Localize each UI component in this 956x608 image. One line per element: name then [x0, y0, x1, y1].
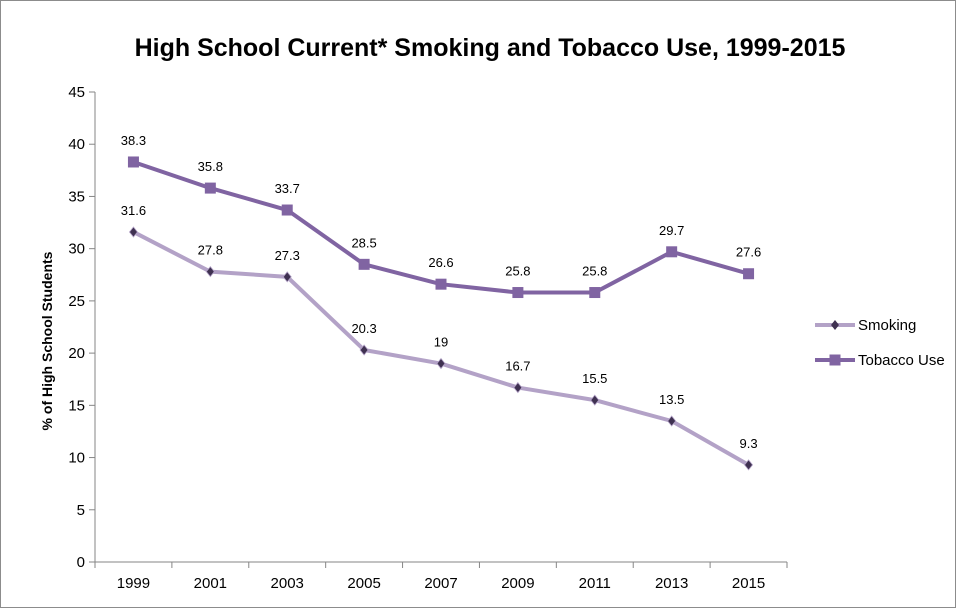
data-point — [512, 287, 524, 299]
data-point — [513, 381, 523, 394]
x-tick-label: 2011 — [579, 575, 611, 592]
data-point — [359, 344, 369, 356]
y-tick-label: 40 — [68, 136, 85, 153]
x-tick-label: 2005 — [347, 575, 380, 592]
data-point — [128, 226, 138, 238]
data-label: 27.6 — [736, 245, 761, 260]
data-label: 9.3 — [740, 436, 758, 451]
legend-item-tobacco-use: Tobacco Use — [815, 352, 945, 369]
data-point — [590, 394, 600, 406]
legend-marker — [831, 320, 839, 330]
data-label: 20.3 — [351, 321, 376, 336]
data-point — [667, 415, 677, 427]
y-tick-label: 5 — [77, 502, 85, 519]
data-label: 26.6 — [428, 255, 453, 270]
legend-label: Smoking — [858, 317, 916, 334]
data-label: 38.3 — [121, 133, 146, 148]
data-point — [744, 459, 754, 471]
data-label: 29.7 — [659, 223, 684, 238]
y-tick-label: 15 — [68, 397, 85, 414]
y-axis-label: % of High School Students — [39, 251, 55, 430]
y-tick-label: 30 — [68, 241, 85, 258]
x-tick-label: 1999 — [117, 575, 150, 592]
data-point — [589, 287, 601, 299]
data-label: 31.6 — [121, 203, 146, 218]
y-tick-label: 10 — [68, 450, 85, 467]
axes: 0 5 10 15 20 25 30 35 40 45 1999 2001 2003 2005 2007 20… — [68, 84, 788, 592]
data-label: 25.8 — [505, 264, 530, 279]
legend-label: Tobacco Use — [858, 352, 945, 369]
legend-item-smoking: Smoking — [815, 317, 916, 334]
series-smoking: 31.6 27.8 27.3 20.3 19 16.7 15.5 13.5 9.3 — [121, 203, 758, 471]
chart-title: High School Current* Smoking and Tobacco… — [135, 34, 846, 62]
y-tick-label: 20 — [68, 345, 85, 362]
data-label: 33.7 — [275, 181, 300, 196]
series-tobacco-use: 38.3 35.8 33.7 28.5 26.6 25.8 25.8 29.7 27.6 — [121, 133, 761, 299]
data-point — [204, 182, 216, 194]
data-label: 15.5 — [582, 371, 607, 386]
x-tick-label: 2007 — [424, 575, 457, 592]
data-label: 25.8 — [582, 264, 607, 279]
series-layer: 31.6 27.8 27.3 20.3 19 16.7 15.5 13.5 9.3 38.3 35.… — [121, 133, 761, 471]
y-tick-label: 35 — [68, 188, 85, 205]
data-label: 27.8 — [198, 243, 223, 258]
data-label: 28.5 — [351, 235, 376, 250]
x-tick-label: 2009 — [501, 575, 534, 592]
x-tick-label: 2015 — [732, 575, 765, 592]
data-label: 16.7 — [505, 359, 530, 374]
y-tick-label: 45 — [68, 84, 85, 101]
data-point — [205, 266, 215, 278]
y-tick-label: 0 — [77, 554, 85, 571]
data-point — [127, 156, 139, 168]
x-tick-label: 2001 — [194, 575, 227, 592]
data-point — [282, 271, 292, 283]
data-point — [358, 258, 370, 270]
data-point — [281, 204, 293, 216]
data-label: 35.8 — [198, 159, 223, 174]
data-point — [436, 357, 446, 370]
x-tick-label: 2013 — [655, 575, 688, 592]
data-label: 27.3 — [275, 248, 300, 263]
data-label: 19 — [434, 335, 448, 350]
data-label: 13.5 — [659, 392, 684, 407]
legend-marker — [829, 354, 841, 366]
data-point — [666, 246, 678, 258]
x-tick-label: 2003 — [271, 575, 304, 592]
legend: Smoking Tobacco Use — [815, 317, 945, 369]
y-tick-label: 25 — [68, 293, 85, 310]
data-point — [743, 268, 755, 280]
data-point — [435, 278, 447, 290]
